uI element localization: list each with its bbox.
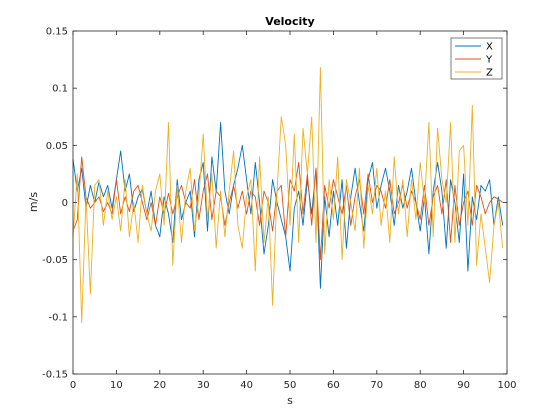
x-tick-label: 40: [240, 380, 253, 391]
legend-label-x: X: [486, 42, 493, 53]
x-tick-label: 80: [414, 380, 427, 391]
x-tick-label: 90: [457, 380, 470, 391]
y-tick-label: 0: [62, 198, 68, 209]
y-tick-label: -0.05: [42, 255, 68, 266]
x-tick-label: 60: [327, 380, 340, 391]
y-tick-label: 0.05: [46, 141, 68, 152]
x-tick-label: 100: [497, 380, 516, 391]
x-tick-label: 20: [153, 380, 166, 391]
chart-title: Velocity: [265, 15, 314, 28]
y-axis-label: m/s: [27, 192, 40, 212]
x-tick-label: 0: [70, 380, 76, 391]
series-line-y: [72, 156, 503, 261]
y-tick-label: 0.15: [46, 27, 68, 38]
x-tick-label: 10: [110, 380, 123, 391]
y-tick-label: 0.1: [52, 84, 68, 95]
axes-box: [72, 30, 508, 375]
legend-label-z: Z: [486, 68, 493, 79]
x-tick-label: 50: [284, 380, 297, 391]
series-layer: [72, 67, 504, 324]
plot-area: [73, 31, 507, 374]
series-line-z: [72, 67, 504, 324]
x-tick-label: 30: [197, 380, 210, 391]
y-tick-label: -0.1: [48, 312, 68, 323]
ticks-layer: 0 10 20 30 40 50 60 70 80 90 100 -0.15 -0.1 -0.05 0 0.0…: [42, 27, 516, 392]
x-axis-label: s: [287, 394, 293, 407]
x-tick-label: 70: [370, 380, 383, 391]
legend-label-y: Y: [485, 55, 493, 66]
y-tick-label: -0.15: [42, 370, 68, 381]
legend: XYZ: [450, 37, 503, 80]
